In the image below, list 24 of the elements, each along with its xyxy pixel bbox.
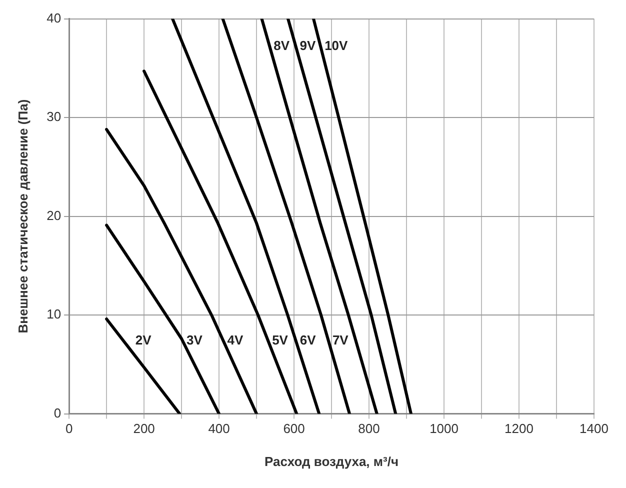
y-axis-title: Внешнее статическое давление (Па): [15, 99, 30, 334]
x-tick-label: 800: [358, 421, 380, 436]
x-tick-label: 0: [65, 421, 73, 436]
x-tick-label: 1400: [580, 421, 608, 436]
x-axis-title: Расход воздуха, м³/ч: [264, 454, 399, 469]
y-tick-label: 0: [54, 405, 62, 420]
x-tick-label: 400: [208, 421, 230, 436]
y-tick-label: 20: [46, 208, 62, 223]
series-label: 6V: [300, 332, 316, 348]
series-label: 10V: [324, 38, 348, 54]
series-label: 5V: [272, 332, 288, 348]
y-tick-label: 40: [46, 10, 62, 26]
series-label: 4V: [227, 332, 244, 348]
series-label: 2V: [135, 332, 152, 348]
y-tick-label: 10: [46, 306, 62, 322]
x-tick-label: 600: [283, 421, 305, 436]
x-tick-label: 200: [133, 421, 155, 436]
series-label: 7V: [332, 332, 349, 348]
x-tick-label: 1000: [430, 421, 458, 436]
x-tick-label: 1200: [504, 421, 534, 436]
series-label: 9V: [300, 38, 316, 54]
series-label: 3V: [186, 332, 203, 348]
y-tick-label: 30: [46, 109, 62, 124]
series-label: 8V: [274, 38, 290, 54]
